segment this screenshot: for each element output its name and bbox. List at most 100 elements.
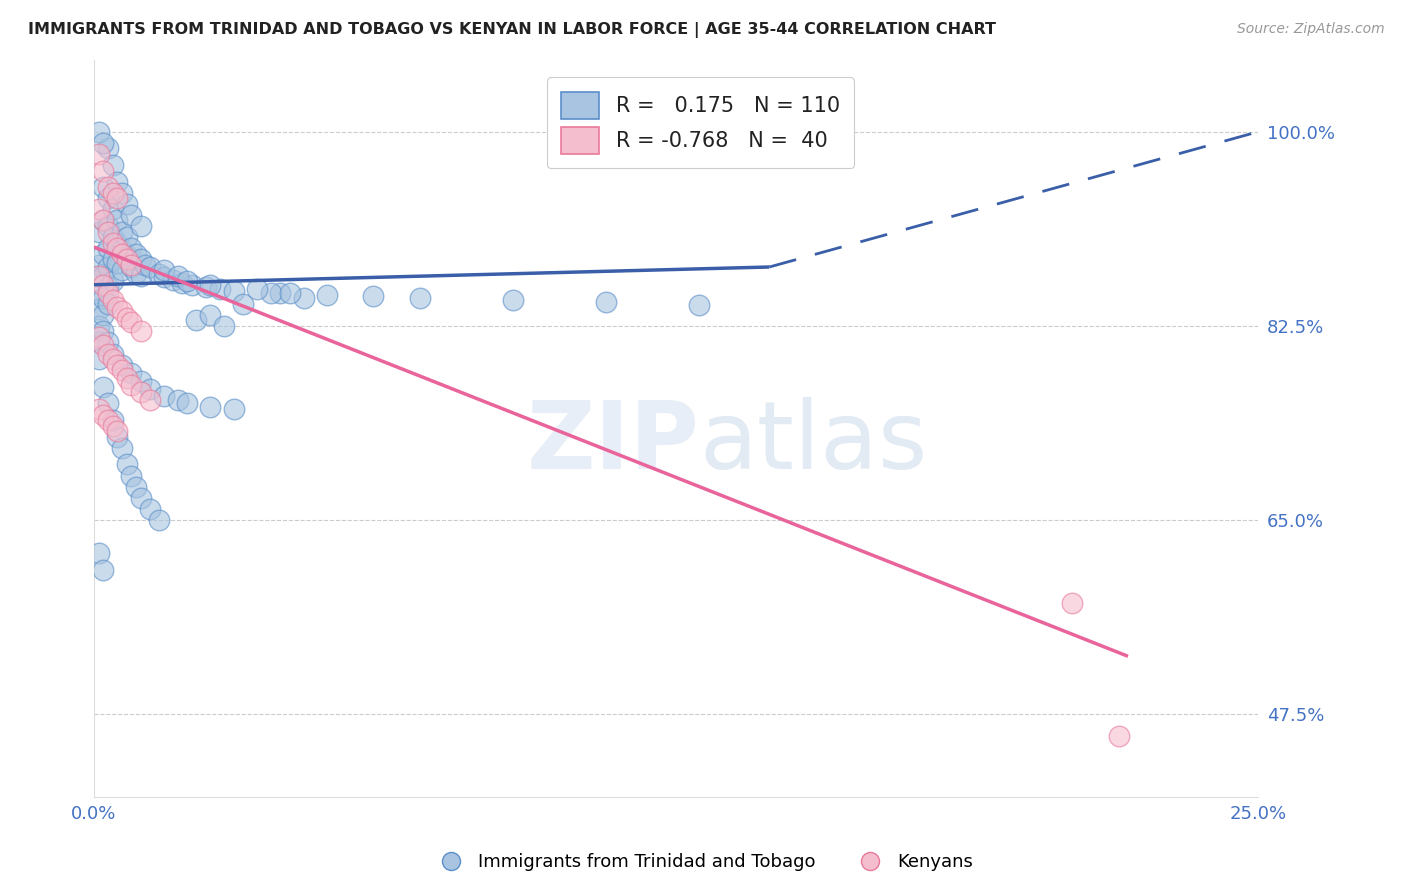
Point bbox=[152, 263, 174, 277]
Point bbox=[87, 125, 110, 139]
Point bbox=[97, 285, 120, 300]
Point bbox=[91, 380, 114, 394]
Point bbox=[87, 302, 110, 317]
Point bbox=[91, 163, 114, 178]
Point bbox=[176, 396, 198, 410]
Point bbox=[105, 300, 128, 314]
Point bbox=[97, 335, 120, 350]
Point bbox=[97, 241, 120, 255]
Point bbox=[97, 396, 120, 410]
Point bbox=[120, 241, 142, 255]
Point bbox=[115, 196, 138, 211]
Point bbox=[91, 180, 114, 194]
Point bbox=[87, 401, 110, 416]
Point bbox=[129, 219, 152, 233]
Text: IMMIGRANTS FROM TRINIDAD AND TOBAGO VS KENYAN IN LABOR FORCE | AGE 35-44 CORRELA: IMMIGRANTS FROM TRINIDAD AND TOBAGO VS K… bbox=[28, 22, 995, 38]
Point bbox=[87, 330, 110, 344]
Point bbox=[194, 280, 217, 294]
Point bbox=[105, 430, 128, 444]
Point bbox=[180, 277, 202, 292]
Point bbox=[115, 311, 138, 326]
Point bbox=[87, 352, 110, 367]
Point bbox=[139, 393, 162, 408]
Point bbox=[186, 313, 208, 327]
Text: ZIP: ZIP bbox=[527, 397, 699, 489]
Point bbox=[111, 263, 134, 277]
Point bbox=[91, 408, 114, 422]
Point bbox=[91, 563, 114, 577]
Point bbox=[101, 352, 124, 367]
Point bbox=[91, 324, 114, 338]
Point bbox=[172, 276, 194, 290]
Point bbox=[208, 282, 231, 296]
Point bbox=[129, 374, 152, 388]
Point bbox=[120, 208, 142, 222]
Point bbox=[97, 141, 120, 155]
Point bbox=[120, 468, 142, 483]
Point bbox=[101, 346, 124, 360]
Point bbox=[111, 225, 134, 239]
Point bbox=[87, 318, 110, 333]
Point bbox=[222, 285, 245, 299]
Point bbox=[115, 458, 138, 472]
Point bbox=[260, 285, 283, 300]
Point bbox=[129, 252, 152, 267]
Point bbox=[105, 424, 128, 438]
Point bbox=[87, 335, 110, 350]
Point bbox=[152, 270, 174, 285]
Point bbox=[97, 413, 120, 427]
Point bbox=[101, 274, 124, 288]
Point bbox=[101, 418, 124, 433]
Point bbox=[363, 289, 385, 303]
Point bbox=[125, 266, 148, 280]
Point bbox=[222, 401, 245, 416]
Point bbox=[97, 280, 120, 294]
Point bbox=[232, 296, 254, 310]
Point bbox=[101, 230, 124, 244]
Point bbox=[1062, 596, 1084, 610]
Point bbox=[502, 293, 524, 308]
Point bbox=[101, 252, 124, 267]
Point bbox=[87, 546, 110, 560]
Point bbox=[111, 244, 134, 258]
Point bbox=[87, 258, 110, 272]
Point bbox=[1108, 729, 1130, 743]
Point bbox=[120, 258, 142, 272]
Point bbox=[162, 273, 184, 287]
Point bbox=[101, 202, 124, 217]
Point bbox=[134, 258, 156, 272]
Point bbox=[91, 277, 114, 292]
Point bbox=[111, 363, 134, 377]
Point bbox=[111, 441, 134, 455]
Point bbox=[111, 246, 134, 260]
Point bbox=[87, 268, 110, 283]
Point bbox=[292, 291, 315, 305]
Point bbox=[688, 298, 710, 312]
Point bbox=[87, 147, 110, 161]
Point bbox=[91, 337, 114, 351]
Point bbox=[120, 377, 142, 392]
Point bbox=[200, 308, 222, 322]
Point bbox=[246, 282, 269, 296]
Point bbox=[105, 191, 128, 205]
Point bbox=[105, 175, 128, 189]
Point bbox=[105, 241, 128, 255]
Point bbox=[139, 260, 162, 274]
Point bbox=[200, 277, 222, 292]
Point bbox=[115, 371, 138, 385]
Point bbox=[148, 513, 170, 527]
Point bbox=[120, 315, 142, 329]
Point bbox=[101, 293, 124, 308]
Point bbox=[115, 252, 138, 267]
Point bbox=[595, 295, 617, 310]
Point bbox=[91, 268, 114, 283]
Point bbox=[176, 274, 198, 288]
Point bbox=[97, 296, 120, 310]
Point bbox=[120, 367, 142, 381]
Point bbox=[87, 202, 110, 217]
Point bbox=[91, 213, 114, 227]
Point bbox=[91, 213, 114, 227]
Point bbox=[315, 287, 337, 301]
Point bbox=[166, 393, 188, 408]
Point bbox=[129, 324, 152, 338]
